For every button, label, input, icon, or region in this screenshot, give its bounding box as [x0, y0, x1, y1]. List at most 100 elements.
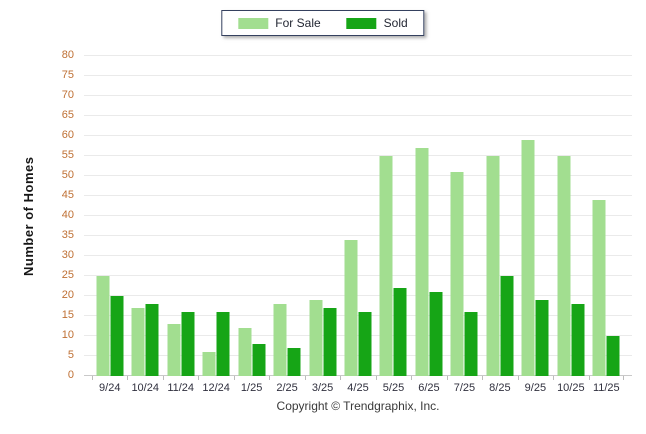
- x-tick-label: 11/25: [592, 382, 620, 394]
- bar-group: 7/25: [446, 56, 482, 394]
- bar-group: 11/24: [162, 56, 198, 394]
- for-sale-bar: [96, 276, 110, 376]
- bar-pair: [202, 312, 230, 376]
- y-tick-label: 70: [61, 89, 74, 101]
- bar-groups: 9/24 10/24 11/24 12/24 1/25 2/25 3/25 4/25 5/25 6…: [84, 56, 632, 394]
- gridline: [84, 275, 632, 276]
- copyright-text: Copyright © Trendgraphix, Inc.: [276, 399, 440, 413]
- bar-group: 8/25: [482, 56, 517, 394]
- gridline: [84, 115, 632, 116]
- y-tick-label: 30: [61, 249, 74, 261]
- x-tick-label: 2/25: [276, 382, 298, 394]
- sold-bar: [464, 312, 478, 376]
- sold-bar: [216, 312, 230, 376]
- y-tick-label: 15: [61, 309, 74, 321]
- bar-group: 10/24: [127, 56, 162, 394]
- sold-bar: [429, 292, 443, 376]
- bar-group: 3/25: [304, 56, 340, 394]
- for-sale-bar: [167, 324, 181, 376]
- for-sale-bar: [344, 240, 358, 376]
- bar-pair: [415, 148, 443, 376]
- gridline: [84, 135, 632, 136]
- sold-bar: [110, 296, 124, 376]
- y-axis-tick-labels: 0 5 10 15 20 25 30 35 40 45 50 55 60 65 70 75 80: [40, 49, 78, 381]
- y-tick-label: 10: [61, 329, 74, 341]
- bar-group: 2/25: [269, 56, 304, 394]
- for-sale-legend-label: For Sale: [275, 16, 321, 30]
- bar-pair: [450, 172, 478, 376]
- plot-area: 9/24 10/24 11/24 12/24 1/25 2/25 3/25 4/25 5/25 6…: [84, 55, 632, 394]
- bar-pair: [521, 140, 549, 376]
- bar-group: 6/25: [411, 56, 446, 394]
- y-tick-label: 20: [61, 289, 74, 301]
- y-tick-label: 25: [61, 269, 74, 281]
- sold-bar: [571, 304, 585, 376]
- bar-pair: [131, 304, 159, 376]
- y-tick-label: 65: [61, 109, 74, 121]
- gridline: [84, 175, 632, 176]
- y-tick-label: 80: [61, 49, 74, 61]
- bar-pair: [273, 304, 301, 376]
- for-sale-bar: [557, 156, 571, 376]
- x-tick-label: 9/24: [99, 382, 121, 394]
- x-tick-label: 9/25: [524, 382, 547, 394]
- sold-legend-label: Sold: [383, 16, 408, 30]
- gridline: [84, 235, 632, 236]
- bar-group: 11/25: [588, 56, 624, 394]
- y-tick-label: 35: [61, 229, 74, 241]
- y-axis-title: Number of Homes: [21, 156, 36, 276]
- x-axis-line: [84, 375, 632, 376]
- sold-bar: [606, 336, 620, 376]
- sold-bar: [181, 312, 195, 376]
- y-tick-label: 60: [61, 129, 74, 141]
- gridline: [84, 155, 632, 156]
- for-sale-bar: [238, 328, 252, 376]
- sold-bar: [535, 300, 549, 376]
- gridline: [84, 195, 632, 196]
- bar-pair: [238, 328, 266, 376]
- for-sale-bar: [379, 156, 393, 376]
- sold-bar: [393, 288, 407, 376]
- legend: For Sale Sold: [221, 10, 425, 36]
- bar-pair: [167, 312, 195, 376]
- for-sale-bar: [202, 352, 216, 376]
- gridline: [84, 255, 632, 256]
- x-tick-label: 6/25: [418, 382, 440, 394]
- y-tick-label: 50: [61, 169, 74, 181]
- for-sale-bar: [273, 304, 287, 376]
- x-tick-label: 12/24: [202, 382, 230, 394]
- gridline: [84, 335, 632, 336]
- for-sale-bar: [309, 300, 323, 376]
- for-sale-bar: [592, 200, 606, 376]
- y-tick-label: 0: [67, 369, 74, 381]
- sold-bar: [252, 344, 266, 376]
- bar-pair: [96, 276, 124, 376]
- sold-bar: [358, 312, 372, 376]
- for-sale-bar: [415, 148, 429, 376]
- bar-group: 5/25: [375, 56, 411, 394]
- gridline: [84, 355, 632, 356]
- y-tick-label: 75: [61, 69, 74, 81]
- x-tick-label: 3/25: [311, 382, 334, 394]
- for-sale-bar: [486, 156, 500, 376]
- for-sale-bar: [131, 308, 145, 376]
- bar-pair: [486, 156, 514, 376]
- gridline: [84, 295, 632, 296]
- gridline: [84, 95, 632, 96]
- for-sale-legend-swatch: [238, 17, 269, 29]
- bar-pair: [309, 300, 337, 376]
- bar-pair: [592, 200, 620, 376]
- bar-group: 12/24: [198, 56, 233, 394]
- y-tick-label: 40: [61, 209, 74, 221]
- for-sale-bar: [521, 140, 535, 376]
- x-tick-label: 11/24: [167, 382, 195, 394]
- x-tick-label: 5/25: [382, 382, 405, 394]
- bar-group: 9/24: [92, 56, 127, 394]
- x-tick-label: 10/24: [131, 382, 159, 394]
- sold-legend-swatch: [346, 17, 377, 29]
- sold-bar: [145, 304, 159, 376]
- gridline: [84, 55, 632, 56]
- for-sale-bar: [450, 172, 464, 376]
- y-tick-label: 5: [67, 349, 74, 361]
